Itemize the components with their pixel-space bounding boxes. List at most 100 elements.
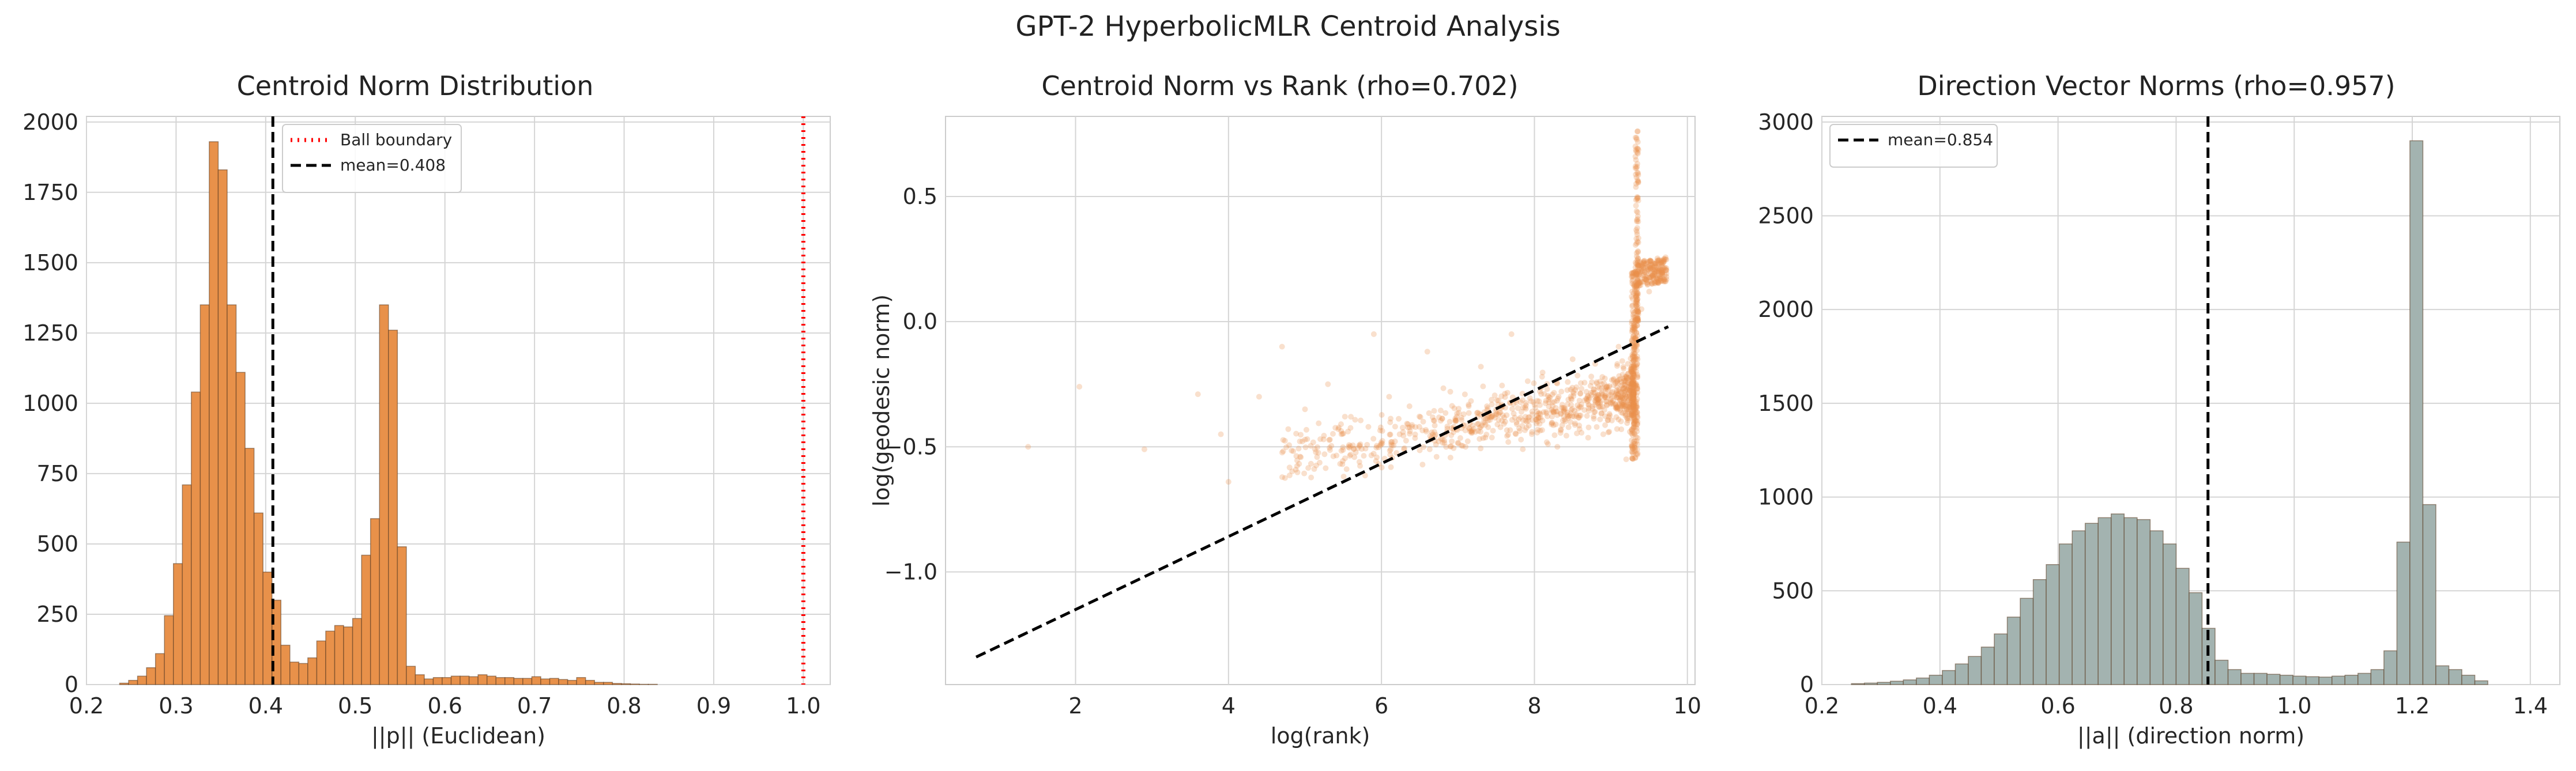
scatter-point (1544, 386, 1550, 392)
scatter-point (1659, 269, 1665, 275)
scatter-point (1649, 262, 1655, 269)
scatter-point (1636, 262, 1642, 269)
scatter-point (1509, 406, 1515, 412)
scatter-point (1632, 421, 1638, 428)
scatter-point (1633, 184, 1639, 190)
histogram-bar (1980, 647, 1995, 685)
scatter-point (1633, 364, 1640, 370)
scatter-point (1635, 263, 1641, 269)
scatter-point (1606, 392, 1612, 398)
scatter-point (1630, 377, 1637, 383)
scatter-point (1347, 443, 1354, 449)
histogram-bar (1968, 656, 1982, 685)
scatter-point (1613, 392, 1619, 398)
scatter-point (1628, 381, 1634, 387)
histogram-bar (2227, 669, 2242, 685)
scatter-point (1630, 389, 1636, 395)
scatter-point (1443, 444, 1449, 450)
histogram-bar (352, 618, 362, 685)
scatter-point (1659, 268, 1665, 274)
scatter-point (1637, 280, 1643, 286)
scatter-point (1631, 415, 1637, 422)
scatter-point (1630, 404, 1637, 410)
scatter-point (1456, 410, 1462, 416)
histogram-bar (235, 372, 246, 685)
scatter-point (1660, 259, 1666, 266)
scatter-point (1634, 441, 1640, 447)
scatter-point (1340, 458, 1346, 464)
scatter-point (1524, 418, 1530, 425)
histogram-bar (2461, 674, 2476, 685)
scatter-point (1635, 249, 1641, 255)
scatter-point (1641, 264, 1647, 271)
scatter-point (1632, 288, 1638, 294)
scatter-point (1630, 425, 1637, 431)
scatter-point (1634, 361, 1640, 368)
scatter-point (1624, 406, 1630, 413)
scatter-point (1513, 421, 1520, 428)
histogram-bar (334, 625, 344, 685)
scatter-point (1613, 402, 1619, 408)
scatter-point (1633, 330, 1640, 336)
scatter-point (1568, 402, 1575, 408)
scatter-point (1652, 273, 1658, 279)
scatter-point (1614, 387, 1620, 394)
scatter-point (1285, 426, 1291, 432)
scatter-point (1310, 439, 1316, 445)
scatter-point (1225, 479, 1231, 485)
scatter-point (1604, 402, 1610, 409)
scatter-point (1634, 347, 1640, 354)
scatter-point (1335, 426, 1342, 432)
scatter-point (1629, 359, 1636, 365)
x-tick-label: 0.4 (1923, 693, 1957, 719)
scatter-point (1660, 264, 1666, 271)
scatter-point (1373, 443, 1380, 449)
scatter-point (1635, 282, 1641, 288)
scatter-point (1634, 410, 1640, 416)
histogram-bar (450, 675, 461, 685)
scatter-point (1387, 448, 1393, 454)
scatter-point (1629, 270, 1636, 277)
scatter-point (1447, 388, 1453, 395)
scatter-point (1477, 425, 1483, 431)
scatter-point (1635, 309, 1641, 315)
scatter-point (1656, 274, 1663, 280)
scatter-point (1630, 425, 1637, 431)
scatter-point (1643, 261, 1649, 267)
scatter-point (1641, 258, 1648, 264)
scatter-point (1630, 439, 1637, 445)
scatter-point (1625, 371, 1631, 377)
scatter-point (1631, 323, 1637, 330)
scatter-point (1629, 328, 1635, 335)
scatter-point (1628, 408, 1635, 414)
scatter-point (1662, 271, 1668, 278)
scatter-point (1632, 354, 1638, 360)
scatter-point (1633, 330, 1640, 336)
scatter-point (1629, 410, 1635, 416)
histogram-bar (2058, 543, 2073, 685)
scatter-point (1598, 410, 1605, 417)
scatter-point (1640, 272, 1646, 278)
scatter-point (1637, 282, 1644, 289)
scatter-point (1650, 275, 1656, 282)
scatter-point (1655, 274, 1661, 281)
scatter-point (1575, 402, 1581, 409)
scatter-point (1644, 282, 1651, 288)
scatter-point (1630, 333, 1636, 339)
scatter-point (1455, 440, 1461, 446)
scatter-point (1634, 164, 1640, 170)
scatter-point (1629, 379, 1635, 386)
scatter-point (1561, 413, 1567, 419)
scatter-point (1634, 161, 1640, 167)
scatter-point (1632, 143, 1639, 150)
scatter-point (1416, 413, 1422, 419)
scatter-point (1620, 399, 1626, 406)
scatter-point (1621, 390, 1628, 396)
scatter-point (1654, 255, 1660, 262)
scatter-point (1629, 368, 1635, 375)
scatter-point (1404, 421, 1411, 428)
norm-distribution-panel: Centroid Norm Distribution 0.2 0.3 0.4 0.5 0… (0, 63, 831, 771)
scatter-point (1312, 446, 1318, 452)
scatter-point (1611, 382, 1617, 388)
scatter-point (1631, 368, 1637, 375)
